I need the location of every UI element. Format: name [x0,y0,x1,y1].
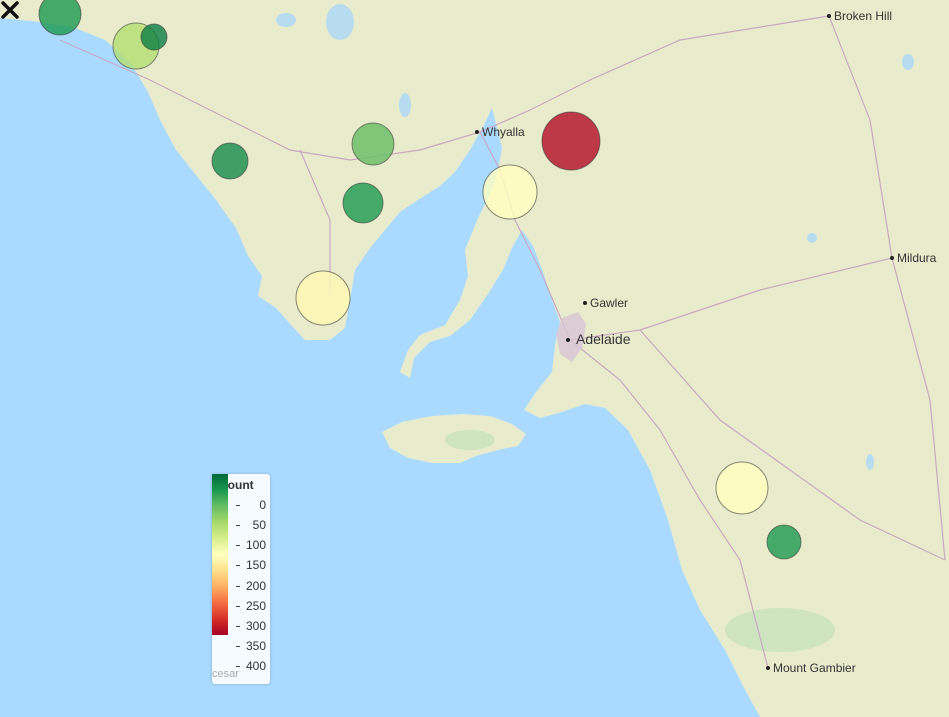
attribution-text: cesar [212,668,239,680]
legend-tick [236,585,240,587]
city-label: Whyalla [482,125,525,139]
legend-tick-label: 400 [245,659,266,673]
road-network [59,15,946,669]
park-area [725,608,835,652]
salt-lake [276,13,296,27]
city-label: Mildura [897,251,937,265]
city-dot [827,14,831,18]
legend-tick-label: 150 [245,558,266,573]
count-marker[interactable] [211,142,249,180]
salt-lake [866,454,874,470]
legend-tick [236,666,240,667]
park-area [445,430,495,450]
city-label: Broken Hill [834,9,893,23]
legend-tick-label: 200 [245,578,266,593]
legend-tick [236,545,240,547]
legend-tick [236,505,240,506]
count-marker[interactable] [482,164,538,220]
count-marker[interactable] [38,0,82,36]
count-marker[interactable] [140,23,168,51]
city-label: Mount Gambier [773,661,856,675]
legend-tick [236,565,240,567]
city-dot [890,256,894,260]
city-dot [766,666,770,670]
adelaide-urban-area [556,312,586,362]
legend-tick-label: 100 [245,538,266,553]
legend-gradient-bar [212,474,228,635]
count-marker[interactable] [766,524,802,560]
legend-tick [236,525,240,527]
legend-tick-label: 0 [259,498,266,512]
count-marker[interactable] [715,461,769,515]
salt-lake [807,233,817,243]
legend-tick [236,625,240,627]
city-label: Adelaide [576,331,631,347]
legend-tick-label: 300 [245,618,266,633]
salt-lake [902,54,914,70]
city-label: Gawler [590,296,629,310]
close-icon[interactable] [0,0,20,20]
legend-tick-label: 350 [245,638,266,653]
salt-lake [399,93,411,117]
legend-tick-label: 50 [252,518,266,533]
count-marker[interactable] [295,270,351,326]
city-dot [566,338,570,342]
legend-tick [236,605,240,607]
salt-lake [326,4,354,40]
city-dot [475,130,479,134]
count-marker[interactable] [351,122,395,166]
color-legend: Count 0 50 100 150 200 250 300 350 400 [212,474,270,684]
legend-tick-label: 250 [245,598,266,613]
legend-tick [236,645,240,647]
count-marker[interactable] [541,111,601,171]
city-dot [583,301,587,305]
count-marker[interactable] [342,182,384,224]
marker-layer [38,0,802,560]
